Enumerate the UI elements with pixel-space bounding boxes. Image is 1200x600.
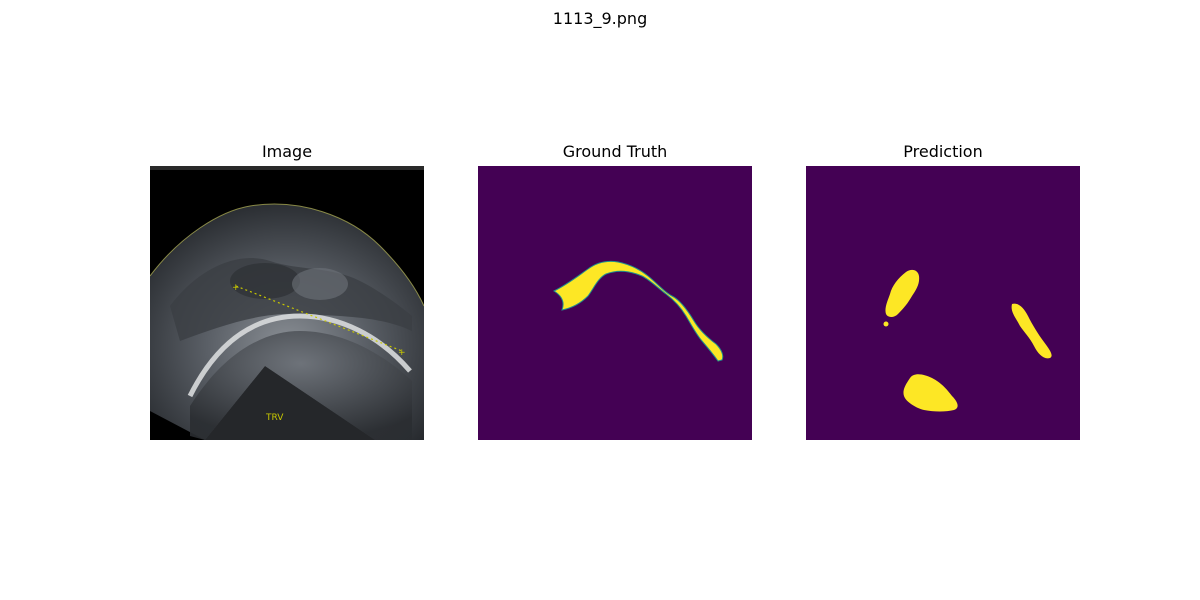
pred-speck xyxy=(883,321,889,327)
image-panel-title: Image xyxy=(261,142,313,161)
bone-echo xyxy=(187,313,412,398)
prediction-mask xyxy=(806,166,1080,440)
ground-truth-panel xyxy=(478,166,752,440)
figure-title: 1113_9.png xyxy=(552,9,648,28)
gt-mask-region xyxy=(552,260,724,362)
annotation-label: TRV xyxy=(265,413,284,423)
ultrasound-image-panel: + + TRV xyxy=(150,166,424,440)
pred-region-2 xyxy=(1011,303,1052,359)
svg-text:+: + xyxy=(398,348,406,358)
prediction-panel xyxy=(806,166,1080,440)
prediction-panel-title: Prediction xyxy=(903,142,983,161)
svg-text:+: + xyxy=(232,283,240,293)
ground-truth-mask xyxy=(478,166,752,440)
ground-truth-panel-title: Ground Truth xyxy=(562,142,668,161)
pred-region-1 xyxy=(885,269,920,317)
pred-region-3 xyxy=(903,374,958,412)
ultrasound-image: + + TRV xyxy=(150,166,424,440)
